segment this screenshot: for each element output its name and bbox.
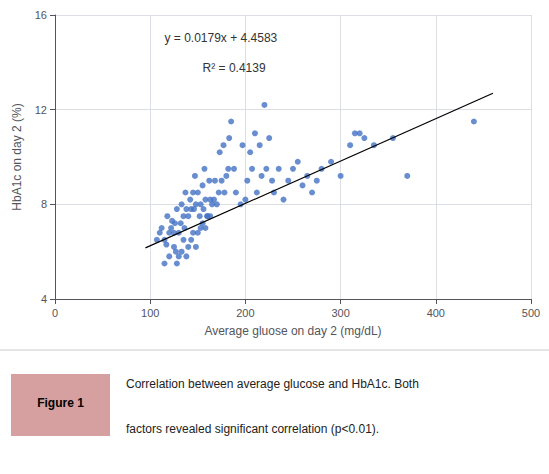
svg-text:R² = 0.4139: R² = 0.4139 [203, 61, 266, 75]
svg-text:16: 16 [35, 9, 47, 21]
svg-text:0: 0 [52, 307, 58, 319]
svg-text:factors revealed significant c: factors revealed significant correlation… [126, 422, 379, 436]
svg-text:Average gluose on day 2 (mg/dL: Average gluose on day 2 (mg/dL) [204, 324, 381, 338]
svg-text:y = 0.0179x + 4.4583: y = 0.0179x + 4.4583 [164, 31, 277, 45]
svg-text:Figure 1: Figure 1 [37, 396, 84, 410]
svg-text:100: 100 [141, 307, 159, 319]
svg-text:400: 400 [427, 307, 445, 319]
svg-text:Correlation between average gl: Correlation between average glucose and … [126, 377, 419, 391]
svg-text:HbA1c on day 2 (%): HbA1c on day 2 (%) [10, 103, 24, 210]
svg-text:8: 8 [41, 198, 47, 210]
svg-text:12: 12 [35, 104, 47, 116]
svg-text:300: 300 [331, 307, 349, 319]
svg-text:200: 200 [236, 307, 254, 319]
svg-text:4: 4 [41, 293, 47, 305]
svg-text:500: 500 [522, 307, 540, 319]
